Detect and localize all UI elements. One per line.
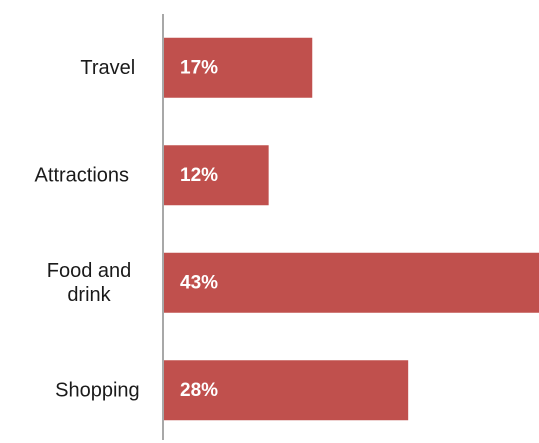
category-tick-label: Shopping <box>55 379 140 401</box>
data-label: 43% <box>180 272 218 293</box>
bar-shopping <box>164 360 409 421</box>
data-label: 12% <box>180 165 218 186</box>
category-tick-label: Food and drink <box>47 260 132 306</box>
category-tick-label: Attractions <box>35 164 129 186</box>
category-tick-label: Travel <box>80 57 135 79</box>
bar-attractions <box>164 145 269 206</box>
bar-food-and-drink <box>164 252 539 313</box>
data-label: 17% <box>180 57 218 78</box>
bar-travel <box>164 37 313 98</box>
data-label: 28% <box>180 380 218 401</box>
